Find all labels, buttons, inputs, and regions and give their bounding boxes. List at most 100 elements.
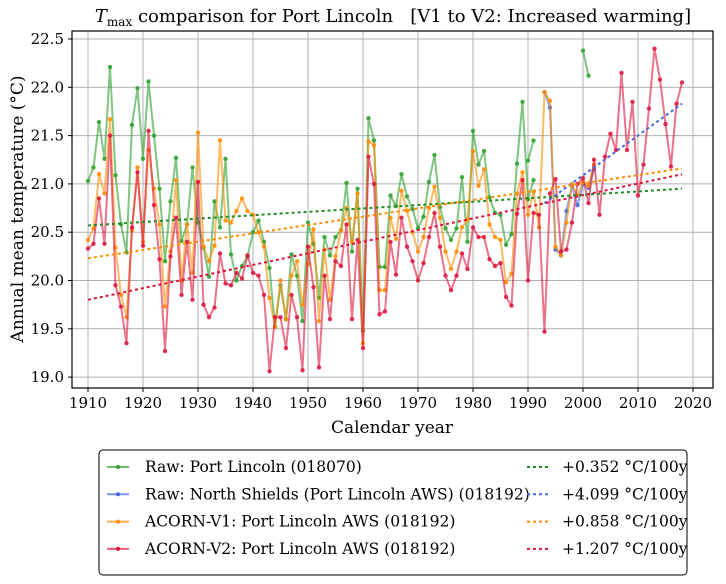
data-point: [217, 138, 223, 143]
data-point: [102, 191, 107, 196]
data-point: [630, 99, 635, 104]
data-point: [404, 194, 410, 199]
data-point: [300, 318, 305, 324]
data-point: [514, 211, 520, 217]
data-point: [173, 177, 179, 183]
data-point: [206, 274, 212, 279]
legend-marker: [116, 465, 120, 469]
y-axis-ticks: 19.0 19.5 20.0 20.5 21.0 21.5 22.0 22.5: [31, 30, 72, 386]
data-point: [322, 273, 327, 278]
data-point: [311, 285, 316, 290]
data-point: [399, 215, 404, 220]
data-point: [399, 188, 404, 193]
data-point: [305, 244, 311, 249]
data-point: [525, 212, 531, 218]
trend-line-2: [543, 102, 683, 205]
data-point: [459, 251, 465, 256]
data-point: [525, 158, 531, 163]
data-point: [140, 156, 146, 161]
data-point: [245, 253, 250, 258]
plot-frame: [71, 30, 714, 389]
data-point: [355, 237, 360, 243]
data-point: [591, 157, 597, 162]
y-tick-label: 20.5: [31, 223, 64, 241]
data-point: [371, 138, 377, 143]
data-point: [509, 231, 514, 237]
data-point: [283, 345, 289, 351]
data-point: [118, 304, 124, 309]
x-tick-label: 1950: [289, 394, 327, 412]
data-point: [443, 226, 448, 231]
data-point: [481, 167, 487, 172]
data-point: [657, 77, 663, 82]
data-point: [481, 234, 487, 240]
data-point: [553, 176, 558, 182]
x-tick-label: 1970: [399, 394, 437, 412]
data-point: [217, 225, 223, 230]
data-point: [437, 215, 443, 220]
data-point: [448, 237, 454, 243]
data-point: [498, 260, 503, 266]
data-point: [91, 165, 96, 170]
data-point: [641, 162, 646, 167]
data-point: [393, 272, 399, 277]
data-point: [646, 106, 652, 111]
data-point: [635, 193, 641, 198]
legend-trend-label: +1.207 °C/100y: [562, 540, 688, 558]
data-point: [212, 243, 217, 248]
x-tick-label: 1920: [124, 394, 162, 412]
x-tick-label: 1930: [179, 394, 217, 412]
data-point: [388, 215, 393, 220]
data-point: [201, 302, 206, 307]
data-point: [503, 242, 509, 247]
data-point: [542, 329, 547, 334]
data-point: [322, 234, 327, 240]
data-point: [421, 214, 426, 219]
data-point: [366, 139, 371, 144]
data-point: [421, 260, 426, 266]
data-point: [129, 122, 135, 128]
data-point: [432, 184, 437, 189]
legend-marker: [116, 519, 120, 524]
data-point: [267, 265, 272, 271]
data-point: [184, 239, 190, 245]
data-point: [151, 202, 157, 208]
data-point: [498, 237, 503, 243]
data-point: [437, 244, 443, 249]
data-point: [228, 220, 234, 225]
data-point: [234, 208, 239, 214]
data-point: [432, 210, 437, 216]
data-point: [454, 273, 459, 278]
data-point: [492, 234, 498, 240]
series-line: [582, 50, 590, 76]
data-point: [272, 315, 278, 320]
data-point: [239, 276, 245, 281]
data-point: [492, 263, 498, 269]
x-axis-label: Calendar year: [331, 418, 454, 438]
data-point: [426, 179, 432, 185]
data-point: [586, 73, 591, 78]
data-point: [162, 348, 168, 354]
y-tick-label: 20.0: [31, 272, 64, 290]
data-point: [162, 258, 168, 264]
data-point: [569, 220, 575, 225]
x-tick-label: 1910: [69, 394, 107, 412]
data-point: [289, 252, 294, 257]
data-point: [426, 234, 432, 240]
data-point: [470, 148, 476, 154]
data-point: [289, 292, 294, 298]
legend-label: ACORN-V1: Port Lincoln AWS (018192): [144, 513, 455, 531]
data-point: [228, 252, 234, 257]
data-point: [135, 165, 140, 170]
data-point: [85, 237, 91, 243]
data-point: [234, 278, 239, 283]
data-point: [135, 170, 140, 175]
data-point: [674, 101, 679, 106]
data-point: [146, 79, 151, 84]
data-point: [195, 130, 201, 135]
data-point: [465, 266, 470, 272]
data-point: [124, 341, 129, 346]
legend-label: Raw: Port Lincoln (018070): [145, 458, 362, 476]
data-point: [470, 128, 476, 133]
data-point: [448, 266, 454, 272]
